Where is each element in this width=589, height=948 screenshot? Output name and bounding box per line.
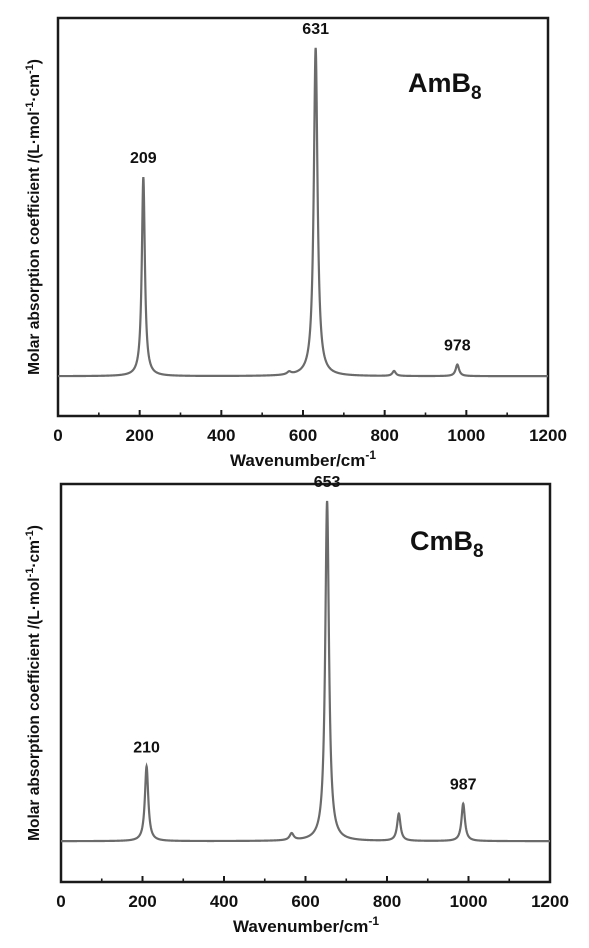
x-tick-label: 800 [370,426,398,445]
x-tick-label: 800 [373,892,401,911]
peak-label: 631 [302,21,329,38]
chart-title: CmB8 [410,526,484,562]
x-tick-label: 400 [207,426,235,445]
x-tick-labels: 0 200 400 600 800 1000 1200 [53,426,567,445]
x-tick-label: 200 [125,426,153,445]
x-tick-label: 400 [210,892,238,911]
x-axis-label: Wavenumber/cm-1 [230,448,376,470]
peak-annotations: 209 631 978 [130,21,471,355]
peak-label: 653 [314,474,341,491]
spectrum-line [58,47,548,378]
chart-panel-amb8: 0 200 400 600 800 1000 1200 209 631 978 AmB8 Wav… [24,16,567,470]
peak-label: 209 [130,150,157,167]
chart-panel-cmb8: 0 200 400 600 800 1000 1200 210 653 987 CmB8 Wav… [24,474,569,936]
x-tick-label: 1200 [529,426,567,445]
y-axis-label: Molar absorption coefficient /(L·mol-1·c… [24,525,43,841]
x-tick-label: 600 [291,892,319,911]
x-tick-label: 0 [53,426,62,445]
peak-label: 987 [450,777,477,794]
x-tick-label: 1200 [531,892,569,911]
peak-label: 978 [444,337,471,354]
x-axis-ticks [60,876,551,882]
peak-label: 210 [133,739,160,756]
x-tick-label: 1000 [450,892,488,911]
x-tick-label: 0 [56,892,65,911]
x-tick-label: 200 [128,892,156,911]
x-axis-label: Wavenumber/cm-1 [233,914,379,936]
y-axis-label: Molar absorption coefficient /(L·mol-1·c… [24,59,43,375]
x-axis-ticks [57,410,549,416]
spectrum-line [61,500,550,843]
peak-annotations: 210 653 987 [133,474,476,794]
plot-frame [56,16,550,418]
x-tick-label: 600 [289,426,317,445]
x-tick-label: 1000 [447,426,485,445]
chart-title: AmB8 [408,68,482,104]
x-tick-labels: 0 200 400 600 800 1000 1200 [56,892,569,911]
